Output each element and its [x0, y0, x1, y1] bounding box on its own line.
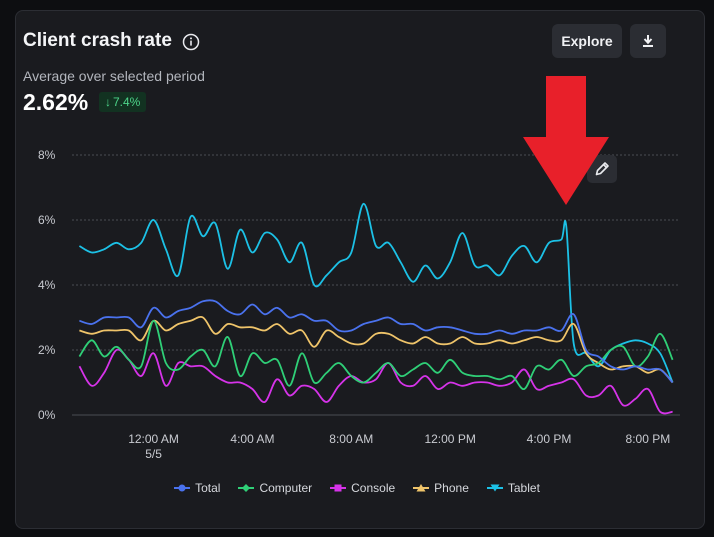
legend-swatch-circle-icon	[174, 484, 191, 492]
series-line-console	[78, 348, 673, 415]
y-tick-label: 4%	[38, 278, 56, 292]
x-tick-label: 8:00 AM	[329, 432, 373, 446]
delta-value: 7.4%	[113, 95, 141, 109]
x-tick-label: 12:00 PM	[424, 432, 475, 446]
legend-swatch-diamond-icon	[238, 484, 255, 492]
chart-legend: Total Computer Console Phone Tablet	[0, 481, 714, 495]
y-tick-label: 0%	[38, 408, 56, 422]
subtitle: Average over selected period	[23, 68, 205, 84]
legend-swatch-triangle-icon	[413, 484, 430, 492]
legend-item-console[interactable]: Console	[330, 481, 395, 495]
legend-item-tablet[interactable]: Tablet	[486, 481, 540, 495]
info-icon[interactable]	[182, 33, 200, 51]
y-tick-label: 6%	[38, 213, 56, 227]
edit-button[interactable]	[587, 155, 617, 183]
legend-item-computer[interactable]: Computer	[238, 481, 312, 495]
legend-label: Phone	[434, 481, 469, 495]
x-tick-label: 8:00 PM	[626, 432, 671, 446]
legend-label: Computer	[259, 481, 313, 495]
series-line-total	[79, 299, 674, 384]
x-tick-label: 4:00 PM	[527, 432, 572, 446]
series-line-computer	[78, 319, 674, 390]
average-value: 2.62%	[23, 89, 89, 115]
explore-button[interactable]: Explore	[552, 24, 622, 58]
pencil-icon	[595, 162, 609, 176]
download-icon	[643, 35, 653, 47]
delta-badge: ↓ 7.4%	[99, 92, 147, 112]
series-line-phone	[79, 316, 674, 384]
legend-item-total[interactable]: Total	[174, 481, 220, 495]
arrow-down-icon: ↓	[105, 95, 111, 109]
x-tick-sublabel: 5/5	[145, 447, 162, 461]
legend-label: Total	[195, 481, 221, 495]
legend-swatch-square-icon	[330, 484, 347, 492]
legend-label: Tablet	[507, 481, 540, 495]
x-tick-label: 12:00 AM	[128, 432, 179, 446]
legend-label: Console	[351, 481, 396, 495]
y-tick-label: 2%	[38, 343, 56, 357]
legend-item-phone[interactable]: Phone	[413, 481, 469, 495]
x-tick-label: 4:00 AM	[230, 432, 274, 446]
legend-swatch-t-bar-icon	[486, 484, 503, 492]
series-line-tablet	[78, 202, 674, 383]
download-button[interactable]	[630, 24, 666, 58]
page-title: Client crash rate	[23, 30, 172, 51]
y-tick-label: 8%	[38, 148, 56, 162]
